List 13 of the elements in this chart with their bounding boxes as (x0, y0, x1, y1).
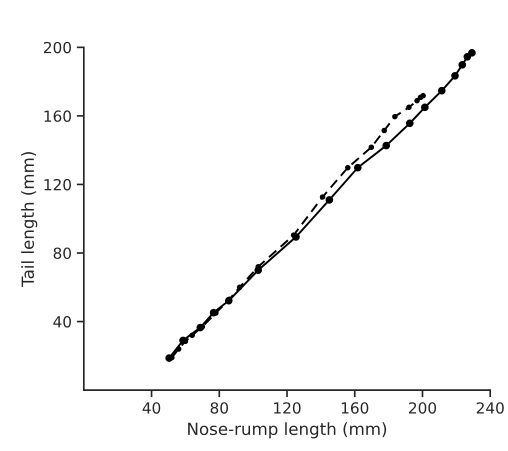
x-tick-label: 80 (210, 402, 228, 414)
y-tick-label: 160 (44, 110, 71, 122)
x-tick-label: 40 (142, 402, 160, 414)
x-tick-label: 120 (274, 402, 301, 414)
y-tick-label: 40 (53, 316, 71, 328)
x-tick-label: 200 (409, 402, 436, 414)
y-tick-label: 200 (44, 42, 71, 54)
x-tick-label: 240 (476, 402, 504, 414)
y-tick-label: 120 (44, 178, 71, 190)
y-axis-title: Tail length (mm) (21, 152, 38, 287)
x-axis-title: Nose-rump length (mm) (188, 422, 386, 438)
y-tick-label: 80 (54, 247, 71, 260)
x-tick-label: 160 (342, 402, 368, 414)
